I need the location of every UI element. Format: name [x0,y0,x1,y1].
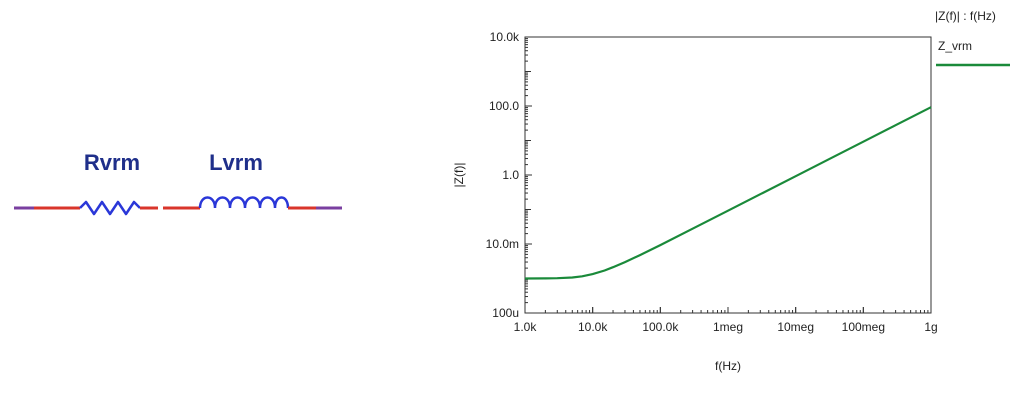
series-line-z-vrm [524,106,932,280]
x-tick-label: 100meg [842,320,885,334]
impedance-chart: 1.0k 10.0k 100.0k 1meg 10meg 100meg 1g 100u 10.… [452,9,1010,373]
x-tick-label: 10meg [777,320,814,334]
x-axis-label: f(Hz) [715,359,741,373]
legend-series-name: Z_vrm [938,39,972,53]
y-axis-ticks: 100u 10.0m 1.0 100.0 10.0k [486,30,532,320]
y-tick-label: 10.0m [486,237,519,251]
resistor-symbol [79,200,141,216]
inductor-label: Lvrm [209,150,263,175]
plot-area [524,36,932,314]
y-axis-label: |Z(f)| [452,163,466,188]
vrm-schematic: Rvrm Lvrm [14,150,342,216]
x-tick-label: 10.0k [578,320,608,334]
legend-header: |Z(f)| : f(Hz) [935,9,996,23]
y-tick-label: 10.0k [490,30,520,44]
x-tick-label: 100.0k [642,320,679,334]
x-tick-label: 1meg [713,320,743,334]
x-tick-label: 1g [924,320,937,334]
y-tick-label: 100u [492,306,519,320]
inductor-symbol [198,196,290,209]
resistor-label: Rvrm [84,150,140,175]
y-tick-label: 100.0 [489,99,519,113]
series-layer [524,106,932,280]
y-tick-label: 1.0 [502,168,519,182]
x-axis-ticks: 1.0k 10.0k 100.0k 1meg 10meg 100meg 1g [514,307,938,334]
x-tick-label: 1.0k [514,320,538,334]
